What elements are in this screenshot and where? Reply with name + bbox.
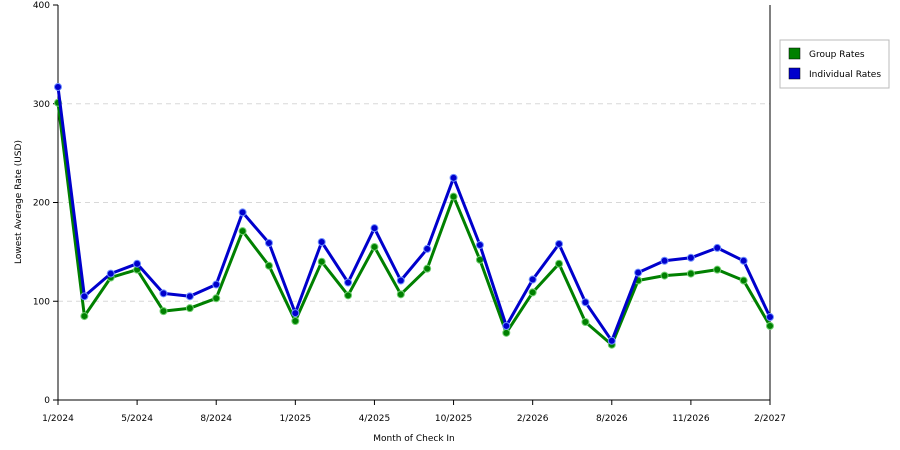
series-2-point	[660, 256, 669, 265]
x-tick-label: 5/2024	[121, 414, 153, 424]
series-1-point	[344, 291, 353, 300]
y-tick-label: 400	[33, 1, 50, 11]
legend: Group Rates Individual Rates	[779, 39, 890, 89]
x-axis-title: Month of Check In	[373, 434, 455, 444]
series-1-point	[528, 288, 537, 297]
series-1-point	[80, 312, 89, 321]
series-2-point	[133, 259, 142, 268]
series-1-point	[212, 294, 221, 303]
series-2-point	[766, 313, 774, 322]
series-1-point	[370, 242, 379, 251]
y-tick-label: 100	[33, 297, 50, 307]
series-1-point	[423, 264, 432, 273]
series-2-point	[475, 240, 484, 249]
series-2-point	[106, 269, 115, 278]
y-tick-label: 300	[33, 100, 50, 110]
x-tick-label: 2/2026	[517, 414, 549, 424]
series-2-point	[185, 292, 194, 301]
series-2-point	[634, 268, 643, 277]
series-1-point	[581, 317, 590, 326]
series-2-point	[370, 224, 379, 233]
series-2-point	[686, 253, 695, 262]
x-axis-ticks: 1/2024 5/2024 8/2024 1/2025 4/2025 10/2025 2/2…	[42, 400, 786, 424]
y-axis-ticks: 0 100 200 300 400	[33, 1, 58, 406]
series-1-point	[739, 276, 748, 285]
series-2-point	[555, 239, 564, 248]
x-tick-label: 4/2025	[359, 414, 391, 424]
x-tick-label: 10/2025	[435, 414, 472, 424]
series-1-point	[317, 257, 326, 266]
series-2-point	[159, 289, 168, 298]
series-2-point	[264, 238, 273, 247]
series-2-point	[317, 238, 326, 246]
series-1-point	[264, 261, 273, 270]
legend-swatch	[788, 67, 801, 80]
series-2-point	[344, 278, 353, 287]
y-tick-label: 0	[44, 396, 50, 406]
series-2-point	[449, 173, 458, 182]
x-tick-label: 2/2027	[754, 414, 786, 424]
series-2-point	[238, 208, 247, 217]
series-2-point	[423, 244, 432, 253]
series-1-point	[766, 321, 774, 330]
x-tick-label: 8/2024	[200, 414, 232, 424]
series-group	[54, 82, 774, 349]
series-1-point	[660, 271, 669, 280]
series-2-point	[528, 275, 537, 284]
series-line-2	[56, 86, 772, 343]
series-2-point	[581, 298, 590, 307]
series-2-point	[713, 243, 722, 252]
x-tick-label: 8/2026	[596, 414, 628, 424]
legend-label: Group Rates	[809, 50, 865, 60]
series-2-point	[739, 256, 748, 265]
series-2-point	[212, 280, 221, 289]
y-tick-label: 200	[33, 199, 50, 209]
series-2-point	[291, 309, 300, 318]
series-1-point	[449, 192, 458, 201]
x-tick-label: 11/2026	[672, 414, 710, 424]
series-1-point	[555, 259, 564, 268]
x-tick-label: 1/2024	[42, 414, 74, 424]
y-axis-title: Lowest Average Rate (USD)	[14, 140, 24, 264]
series-2-point	[396, 276, 405, 285]
series-1-point	[713, 265, 722, 274]
series-2-point	[80, 292, 89, 301]
series-2-point	[502, 321, 511, 330]
legend-swatch	[788, 47, 801, 60]
series-1-point	[396, 290, 405, 299]
x-tick-label: 1/2025	[279, 414, 311, 424]
series-1-point	[686, 269, 695, 278]
series-1-point	[159, 307, 168, 316]
grid-lines	[58, 103, 770, 302]
series-2-point	[607, 336, 616, 345]
series-1-point	[502, 328, 511, 337]
series-1-point	[185, 304, 194, 313]
series-1-point	[238, 227, 247, 236]
series-line-1	[56, 102, 772, 347]
series-2-point	[54, 82, 62, 91]
series-1-point	[291, 317, 300, 325]
legend-label: Individual Rates	[809, 70, 881, 80]
